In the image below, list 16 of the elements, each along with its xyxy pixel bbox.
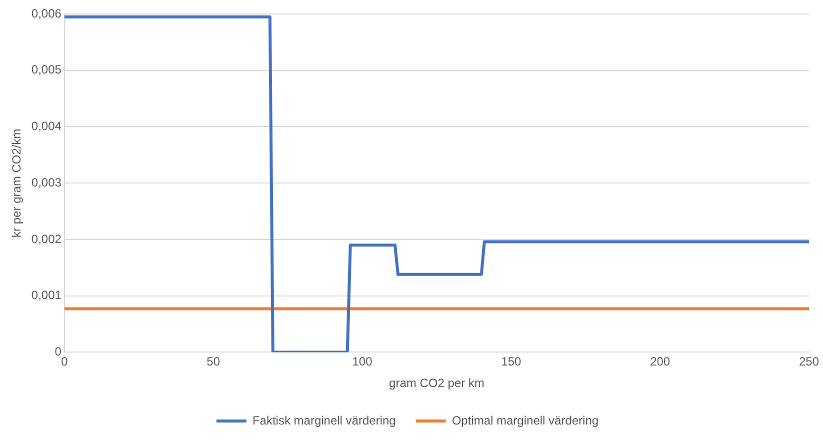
y-tick-label: 0,001 bbox=[31, 288, 62, 302]
y-tick-label: 0 bbox=[54, 344, 62, 359]
y-tick-label: 0,005 bbox=[31, 62, 62, 77]
x-tick-label: 200 bbox=[650, 354, 670, 369]
y-tick-label: 0,003 bbox=[31, 175, 62, 190]
y-tick-label: 0,006 bbox=[31, 6, 62, 20]
x-tick-label: 100 bbox=[352, 354, 373, 369]
x-axis-title: gram CO2 per km bbox=[389, 376, 484, 390]
y-axis-title: kr per gram CO2/km bbox=[10, 128, 24, 238]
legend-label: Optimal marginell värdering bbox=[452, 413, 599, 428]
y-tick-label: 0,004 bbox=[31, 119, 62, 134]
x-tick-label: 150 bbox=[501, 354, 522, 369]
x-tick-label: 250 bbox=[798, 354, 820, 369]
legend-label: Faktisk marginell värdering bbox=[252, 413, 396, 428]
x-tick-label: 50 bbox=[206, 354, 220, 369]
y-tick-label: 0,002 bbox=[31, 232, 62, 246]
